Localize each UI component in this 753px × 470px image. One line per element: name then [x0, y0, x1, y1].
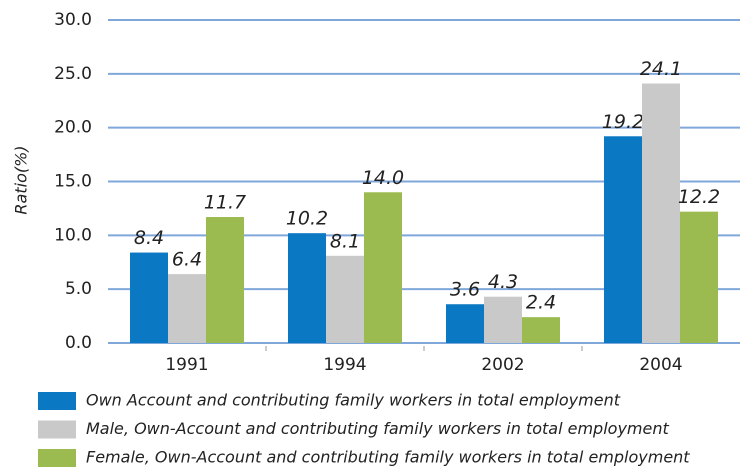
- bar: [680, 211, 718, 343]
- legend-label: Male, Own-Account and contributing famil…: [86, 419, 669, 438]
- bar: [326, 255, 364, 343]
- value-label: 24.1: [640, 58, 682, 80]
- x-tick-label: 1991: [165, 355, 208, 375]
- y-tick-label: 15.0: [54, 172, 92, 192]
- value-label: 19.2: [602, 111, 644, 133]
- value-label: 3.6: [450, 279, 480, 301]
- y-tick-label: 20.0: [54, 118, 92, 138]
- x-tick-label: 2002: [481, 355, 524, 375]
- legend-swatch: [38, 449, 76, 467]
- value-label: 8.1: [330, 230, 360, 252]
- value-label: 6.4: [172, 249, 202, 271]
- value-label: 11.7: [204, 192, 246, 214]
- value-label: 2.4: [526, 292, 556, 314]
- legend-label: Own Account and contributing family work…: [86, 391, 621, 410]
- x-tick-label: 2004: [639, 355, 682, 375]
- value-label: 4.3: [488, 271, 518, 293]
- legend-label: Female, Own-Account and contributing fam…: [86, 448, 690, 467]
- y-tick-label: 5.0: [65, 279, 92, 299]
- bar: [130, 252, 168, 343]
- y-tick-label: 10.0: [54, 225, 92, 245]
- bar: [484, 296, 522, 343]
- legend-swatch: [38, 392, 76, 410]
- value-label: 8.4: [134, 227, 164, 249]
- y-tick-label: 30.0: [54, 10, 92, 30]
- bar: [604, 136, 642, 343]
- bar: [642, 83, 680, 344]
- value-label: 12.2: [678, 186, 720, 208]
- bar: [364, 192, 402, 343]
- legend-swatch: [38, 420, 76, 439]
- bar: [446, 304, 484, 343]
- bar: [288, 233, 326, 343]
- x-tick-label: 1994: [323, 355, 366, 375]
- y-tick-label: 0.0: [65, 333, 92, 353]
- y-axis-label: Ratio(%): [12, 145, 31, 214]
- bar: [168, 274, 206, 343]
- bar: [206, 217, 244, 343]
- value-label: 10.2: [286, 208, 328, 230]
- bar: [522, 317, 560, 343]
- value-label: 14.0: [362, 167, 404, 189]
- y-tick-label: 25.0: [54, 64, 92, 84]
